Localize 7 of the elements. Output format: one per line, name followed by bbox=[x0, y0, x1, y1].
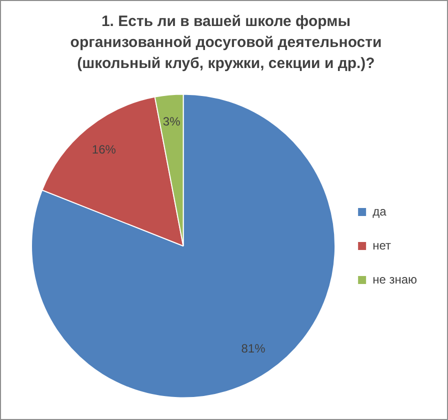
legend-label: да bbox=[372, 204, 387, 218]
legend-label: не знаю bbox=[372, 272, 417, 286]
data-label: 81% bbox=[241, 341, 266, 356]
chart-title: 1. Есть ли в вашей школе формы организованной досуговой деятельности (школьный клуб, кружки, секции и др.)? bbox=[69, 12, 383, 74]
data-label: 16% bbox=[92, 142, 116, 156]
legend-label: нет bbox=[372, 238, 392, 252]
data-label: 3% bbox=[162, 114, 181, 128]
